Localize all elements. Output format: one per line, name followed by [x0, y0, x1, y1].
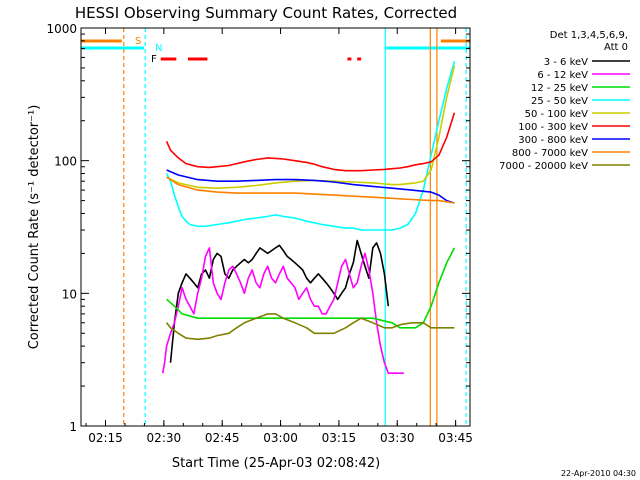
- x-tick-label: 03:15: [322, 431, 357, 445]
- y-tick-label: 100: [54, 155, 77, 169]
- x-tick-label: 03:00: [263, 431, 298, 445]
- y-tick-label: 10: [62, 287, 77, 301]
- x-tick-label: 03:30: [380, 431, 415, 445]
- series-line-2: [166, 247, 456, 329]
- y-tick-label: 1: [69, 420, 77, 434]
- x-axis-label: Start Time (25-Apr-03 02:08:42): [172, 456, 380, 471]
- y-tick-label: 1000: [46, 22, 77, 36]
- legend: Det 1,3,4,5,6,9,Att 0 3 - 6 keV 6 - 12 keV…: [499, 30, 630, 172]
- axes: 02:15 02:30 02:45 03:00 03:15 03:30 03:45 1 10 10…: [46, 22, 472, 445]
- legend-header: Det 1,3,4,5,6,9,: [550, 30, 628, 41]
- flare-flag-label: F: [151, 54, 157, 65]
- series-line-0: [169, 239, 390, 363]
- legend-label: 12 - 25 keV: [531, 83, 588, 94]
- legend-label: 100 - 300 keV: [518, 122, 588, 133]
- series-line-6: [166, 169, 455, 204]
- legend-label: 50 - 100 keV: [525, 109, 589, 120]
- series-line-1: [161, 247, 404, 375]
- night-flag-label: N: [155, 43, 162, 54]
- legend-label: 800 - 7000 keV: [512, 148, 588, 159]
- chart-title: HESSI Observing Summary Count Rates, Cor…: [75, 4, 457, 22]
- legend-label: 3 - 6 keV: [544, 57, 588, 68]
- series-lines: [161, 61, 456, 375]
- legend-header-att: Att 0: [604, 42, 628, 53]
- series-line-4: [166, 65, 456, 189]
- series-line-5: [165, 112, 456, 172]
- x-tick-label: 02:15: [88, 431, 123, 445]
- legend-label: 25 - 50 keV: [531, 96, 588, 107]
- legend-label: 7000 - 20000 keV: [499, 161, 588, 172]
- x-tick-label: 02:30: [147, 431, 182, 445]
- legend-label: 300 - 800 keV: [518, 135, 588, 146]
- saa-flag-label: S: [135, 36, 141, 47]
- legend-label: 6 - 12 keV: [537, 70, 588, 81]
- plot-frame: [80, 27, 471, 427]
- series-line-8: [165, 313, 455, 341]
- series-line-7: [166, 176, 455, 204]
- x-tick-label: 03:45: [438, 431, 473, 445]
- timestamp: 22-Apr-2010 04:30: [561, 469, 636, 478]
- series-line-3: [165, 61, 456, 231]
- y-axis-label: Corrected Count Rate (s⁻¹ detector⁻¹): [27, 105, 42, 350]
- x-tick-label: 02:45: [205, 431, 240, 445]
- observing-flags: S NF: [81, 28, 470, 426]
